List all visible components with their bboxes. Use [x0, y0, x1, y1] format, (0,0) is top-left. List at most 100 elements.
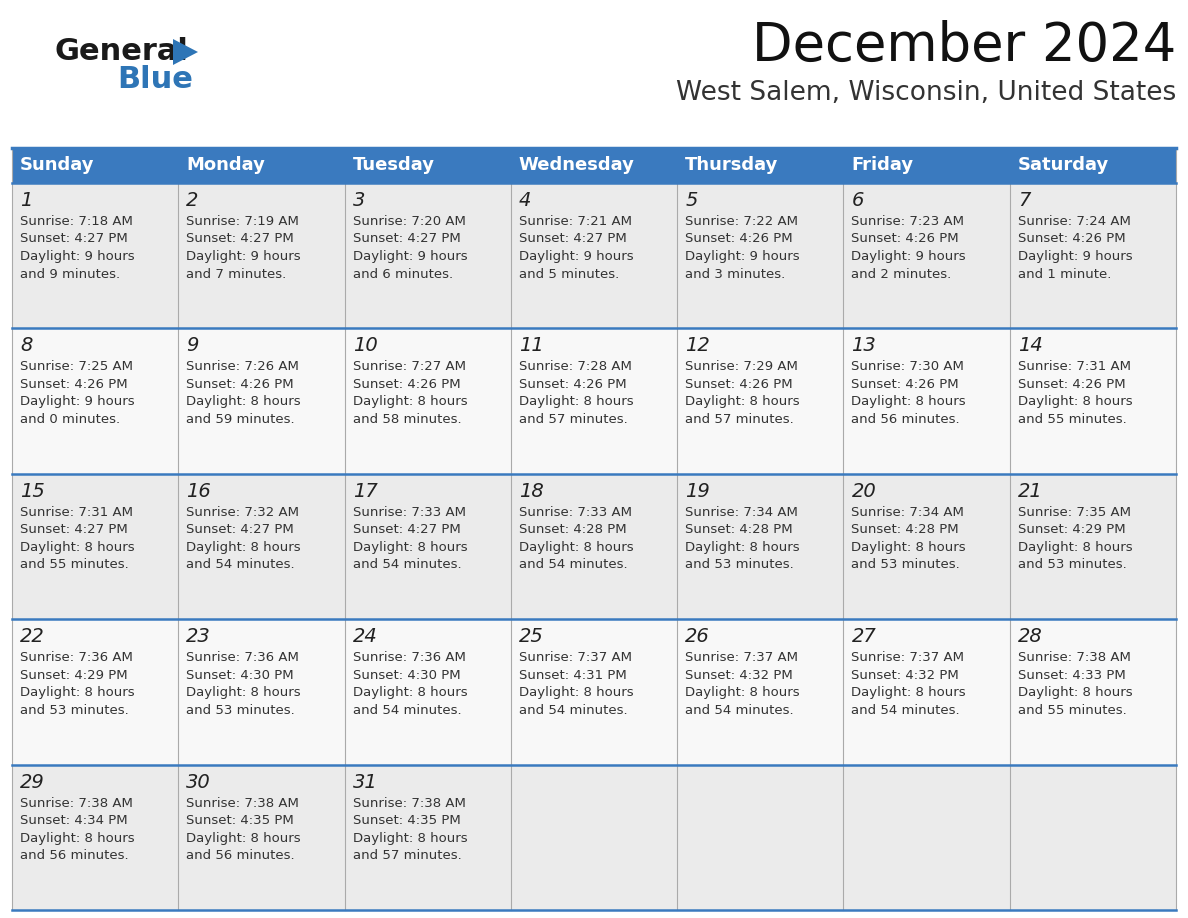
Text: 19: 19 — [685, 482, 710, 501]
Text: and 54 minutes.: and 54 minutes. — [685, 704, 794, 717]
Text: Sunset: 4:26 PM: Sunset: 4:26 PM — [685, 232, 792, 245]
Text: 16: 16 — [187, 482, 211, 501]
Text: Daylight: 8 hours: Daylight: 8 hours — [20, 686, 134, 700]
Text: Sunset: 4:26 PM: Sunset: 4:26 PM — [20, 378, 127, 391]
Text: Sunset: 4:26 PM: Sunset: 4:26 PM — [1018, 378, 1125, 391]
Text: 10: 10 — [353, 336, 378, 355]
Text: Daylight: 8 hours: Daylight: 8 hours — [685, 541, 800, 554]
Text: Daylight: 8 hours: Daylight: 8 hours — [187, 832, 301, 845]
Text: Daylight: 9 hours: Daylight: 9 hours — [353, 250, 467, 263]
Text: 4: 4 — [519, 191, 531, 210]
Text: Tuesday: Tuesday — [353, 156, 435, 174]
Text: Sunrise: 7:36 AM: Sunrise: 7:36 AM — [353, 651, 466, 665]
Text: and 3 minutes.: and 3 minutes. — [685, 267, 785, 281]
Text: Sunrise: 7:36 AM: Sunrise: 7:36 AM — [187, 651, 299, 665]
Text: and 53 minutes.: and 53 minutes. — [20, 704, 128, 717]
Text: Monday: Monday — [187, 156, 265, 174]
Text: Sunrise: 7:38 AM: Sunrise: 7:38 AM — [353, 797, 466, 810]
Text: and 56 minutes.: and 56 minutes. — [20, 849, 128, 862]
Text: Sunset: 4:27 PM: Sunset: 4:27 PM — [353, 523, 460, 536]
Bar — [178, 148, 345, 183]
Text: Daylight: 8 hours: Daylight: 8 hours — [1018, 396, 1132, 409]
Text: 6: 6 — [852, 191, 864, 210]
Text: Sunset: 4:35 PM: Sunset: 4:35 PM — [353, 814, 460, 827]
Text: Daylight: 9 hours: Daylight: 9 hours — [187, 250, 301, 263]
Text: Daylight: 8 hours: Daylight: 8 hours — [187, 396, 301, 409]
Text: Sunrise: 7:37 AM: Sunrise: 7:37 AM — [852, 651, 965, 665]
Text: Saturday: Saturday — [1018, 156, 1108, 174]
Text: Sunset: 4:30 PM: Sunset: 4:30 PM — [187, 668, 293, 682]
Text: 3: 3 — [353, 191, 365, 210]
Bar — [12, 474, 1176, 620]
Text: 2: 2 — [187, 191, 198, 210]
Text: Sunrise: 7:33 AM: Sunrise: 7:33 AM — [519, 506, 632, 519]
Text: 5: 5 — [685, 191, 697, 210]
Text: 17: 17 — [353, 482, 378, 501]
Text: 30: 30 — [187, 773, 211, 791]
Text: Sunset: 4:27 PM: Sunset: 4:27 PM — [20, 232, 128, 245]
Text: Sunrise: 7:38 AM: Sunrise: 7:38 AM — [20, 797, 133, 810]
Text: 8: 8 — [20, 336, 32, 355]
Text: and 2 minutes.: and 2 minutes. — [852, 267, 952, 281]
Text: and 53 minutes.: and 53 minutes. — [685, 558, 794, 571]
Bar — [345, 148, 511, 183]
Text: Sunset: 4:26 PM: Sunset: 4:26 PM — [519, 378, 626, 391]
Text: 21: 21 — [1018, 482, 1042, 501]
Text: 20: 20 — [852, 482, 877, 501]
Text: Sunset: 4:31 PM: Sunset: 4:31 PM — [519, 668, 626, 682]
Text: Sunrise: 7:20 AM: Sunrise: 7:20 AM — [353, 215, 466, 228]
Text: Sunset: 4:26 PM: Sunset: 4:26 PM — [187, 378, 293, 391]
Text: 29: 29 — [20, 773, 45, 791]
Text: Daylight: 8 hours: Daylight: 8 hours — [685, 686, 800, 700]
Text: and 54 minutes.: and 54 minutes. — [519, 704, 627, 717]
Text: and 57 minutes.: and 57 minutes. — [519, 413, 627, 426]
Text: and 59 minutes.: and 59 minutes. — [187, 413, 295, 426]
Text: Daylight: 8 hours: Daylight: 8 hours — [852, 686, 966, 700]
Text: Sunset: 4:33 PM: Sunset: 4:33 PM — [1018, 668, 1125, 682]
Text: Sunset: 4:27 PM: Sunset: 4:27 PM — [20, 523, 128, 536]
Text: Sunset: 4:26 PM: Sunset: 4:26 PM — [1018, 232, 1125, 245]
Text: 7: 7 — [1018, 191, 1030, 210]
Text: Sunrise: 7:25 AM: Sunrise: 7:25 AM — [20, 361, 133, 374]
Text: Sunrise: 7:38 AM: Sunrise: 7:38 AM — [187, 797, 299, 810]
Text: Daylight: 8 hours: Daylight: 8 hours — [1018, 686, 1132, 700]
Text: Daylight: 8 hours: Daylight: 8 hours — [353, 832, 467, 845]
Text: Sunset: 4:28 PM: Sunset: 4:28 PM — [519, 523, 626, 536]
Text: Sunrise: 7:19 AM: Sunrise: 7:19 AM — [187, 215, 299, 228]
Text: 12: 12 — [685, 336, 710, 355]
Text: Sunrise: 7:36 AM: Sunrise: 7:36 AM — [20, 651, 133, 665]
Text: Sunset: 4:27 PM: Sunset: 4:27 PM — [519, 232, 626, 245]
Text: Daylight: 9 hours: Daylight: 9 hours — [852, 250, 966, 263]
Bar — [677, 148, 843, 183]
Polygon shape — [173, 39, 198, 65]
Text: Sunset: 4:28 PM: Sunset: 4:28 PM — [685, 523, 792, 536]
Text: and 54 minutes.: and 54 minutes. — [187, 558, 295, 571]
Text: Sunrise: 7:24 AM: Sunrise: 7:24 AM — [1018, 215, 1131, 228]
Text: 27: 27 — [852, 627, 877, 646]
Text: 22: 22 — [20, 627, 45, 646]
Text: and 53 minutes.: and 53 minutes. — [852, 558, 960, 571]
Text: and 9 minutes.: and 9 minutes. — [20, 267, 120, 281]
Text: Sunset: 4:27 PM: Sunset: 4:27 PM — [187, 232, 295, 245]
Text: and 53 minutes.: and 53 minutes. — [1018, 558, 1126, 571]
Text: and 55 minutes.: and 55 minutes. — [1018, 413, 1126, 426]
Text: Daylight: 8 hours: Daylight: 8 hours — [519, 541, 633, 554]
Text: Sunset: 4:34 PM: Sunset: 4:34 PM — [20, 814, 127, 827]
Text: Daylight: 8 hours: Daylight: 8 hours — [187, 541, 301, 554]
Text: Sunrise: 7:18 AM: Sunrise: 7:18 AM — [20, 215, 133, 228]
Text: Daylight: 8 hours: Daylight: 8 hours — [20, 541, 134, 554]
Text: Daylight: 9 hours: Daylight: 9 hours — [20, 396, 134, 409]
Text: Sunrise: 7:37 AM: Sunrise: 7:37 AM — [685, 651, 798, 665]
Text: Sunrise: 7:23 AM: Sunrise: 7:23 AM — [852, 215, 965, 228]
Text: Friday: Friday — [852, 156, 914, 174]
Text: and 54 minutes.: and 54 minutes. — [353, 558, 461, 571]
Text: General: General — [55, 37, 189, 66]
Text: Sunrise: 7:37 AM: Sunrise: 7:37 AM — [519, 651, 632, 665]
Text: and 55 minutes.: and 55 minutes. — [1018, 704, 1126, 717]
Text: Sunrise: 7:28 AM: Sunrise: 7:28 AM — [519, 361, 632, 374]
Text: Sunset: 4:32 PM: Sunset: 4:32 PM — [852, 668, 959, 682]
Text: Daylight: 9 hours: Daylight: 9 hours — [519, 250, 633, 263]
Text: 11: 11 — [519, 336, 544, 355]
Text: and 54 minutes.: and 54 minutes. — [353, 704, 461, 717]
Text: and 0 minutes.: and 0 minutes. — [20, 413, 120, 426]
